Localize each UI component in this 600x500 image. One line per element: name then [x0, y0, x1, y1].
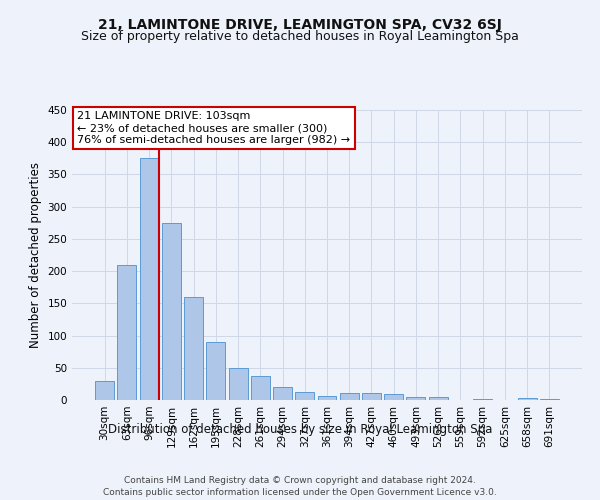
Bar [95, 380, 114, 400]
Bar [273, 387, 292, 400]
Bar [362, 393, 381, 400]
Bar [473, 398, 492, 400]
Bar [184, 297, 203, 400]
Bar [162, 223, 181, 400]
Bar [317, 396, 337, 400]
Bar [118, 264, 136, 400]
Y-axis label: Number of detached properties: Number of detached properties [29, 162, 42, 348]
Text: 21 LAMINTONE DRIVE: 103sqm
← 23% of detached houses are smaller (300)
76% of sem: 21 LAMINTONE DRIVE: 103sqm ← 23% of deta… [77, 112, 350, 144]
Bar [229, 368, 248, 400]
Text: Distribution of detached houses by size in Royal Leamington Spa: Distribution of detached houses by size … [108, 422, 492, 436]
Bar [295, 392, 314, 400]
Text: 21, LAMINTONE DRIVE, LEAMINGTON SPA, CV32 6SJ: 21, LAMINTONE DRIVE, LEAMINGTON SPA, CV3… [98, 18, 502, 32]
Bar [340, 393, 359, 400]
Bar [429, 398, 448, 400]
Bar [384, 394, 403, 400]
Bar [140, 158, 158, 400]
Text: Size of property relative to detached houses in Royal Leamington Spa: Size of property relative to detached ho… [81, 30, 519, 43]
Bar [406, 397, 425, 400]
Bar [206, 342, 225, 400]
Bar [540, 398, 559, 400]
Bar [518, 398, 536, 400]
Bar [251, 376, 270, 400]
Text: Contains HM Land Registry data © Crown copyright and database right 2024.: Contains HM Land Registry data © Crown c… [124, 476, 476, 485]
Text: Contains public sector information licensed under the Open Government Licence v3: Contains public sector information licen… [103, 488, 497, 497]
